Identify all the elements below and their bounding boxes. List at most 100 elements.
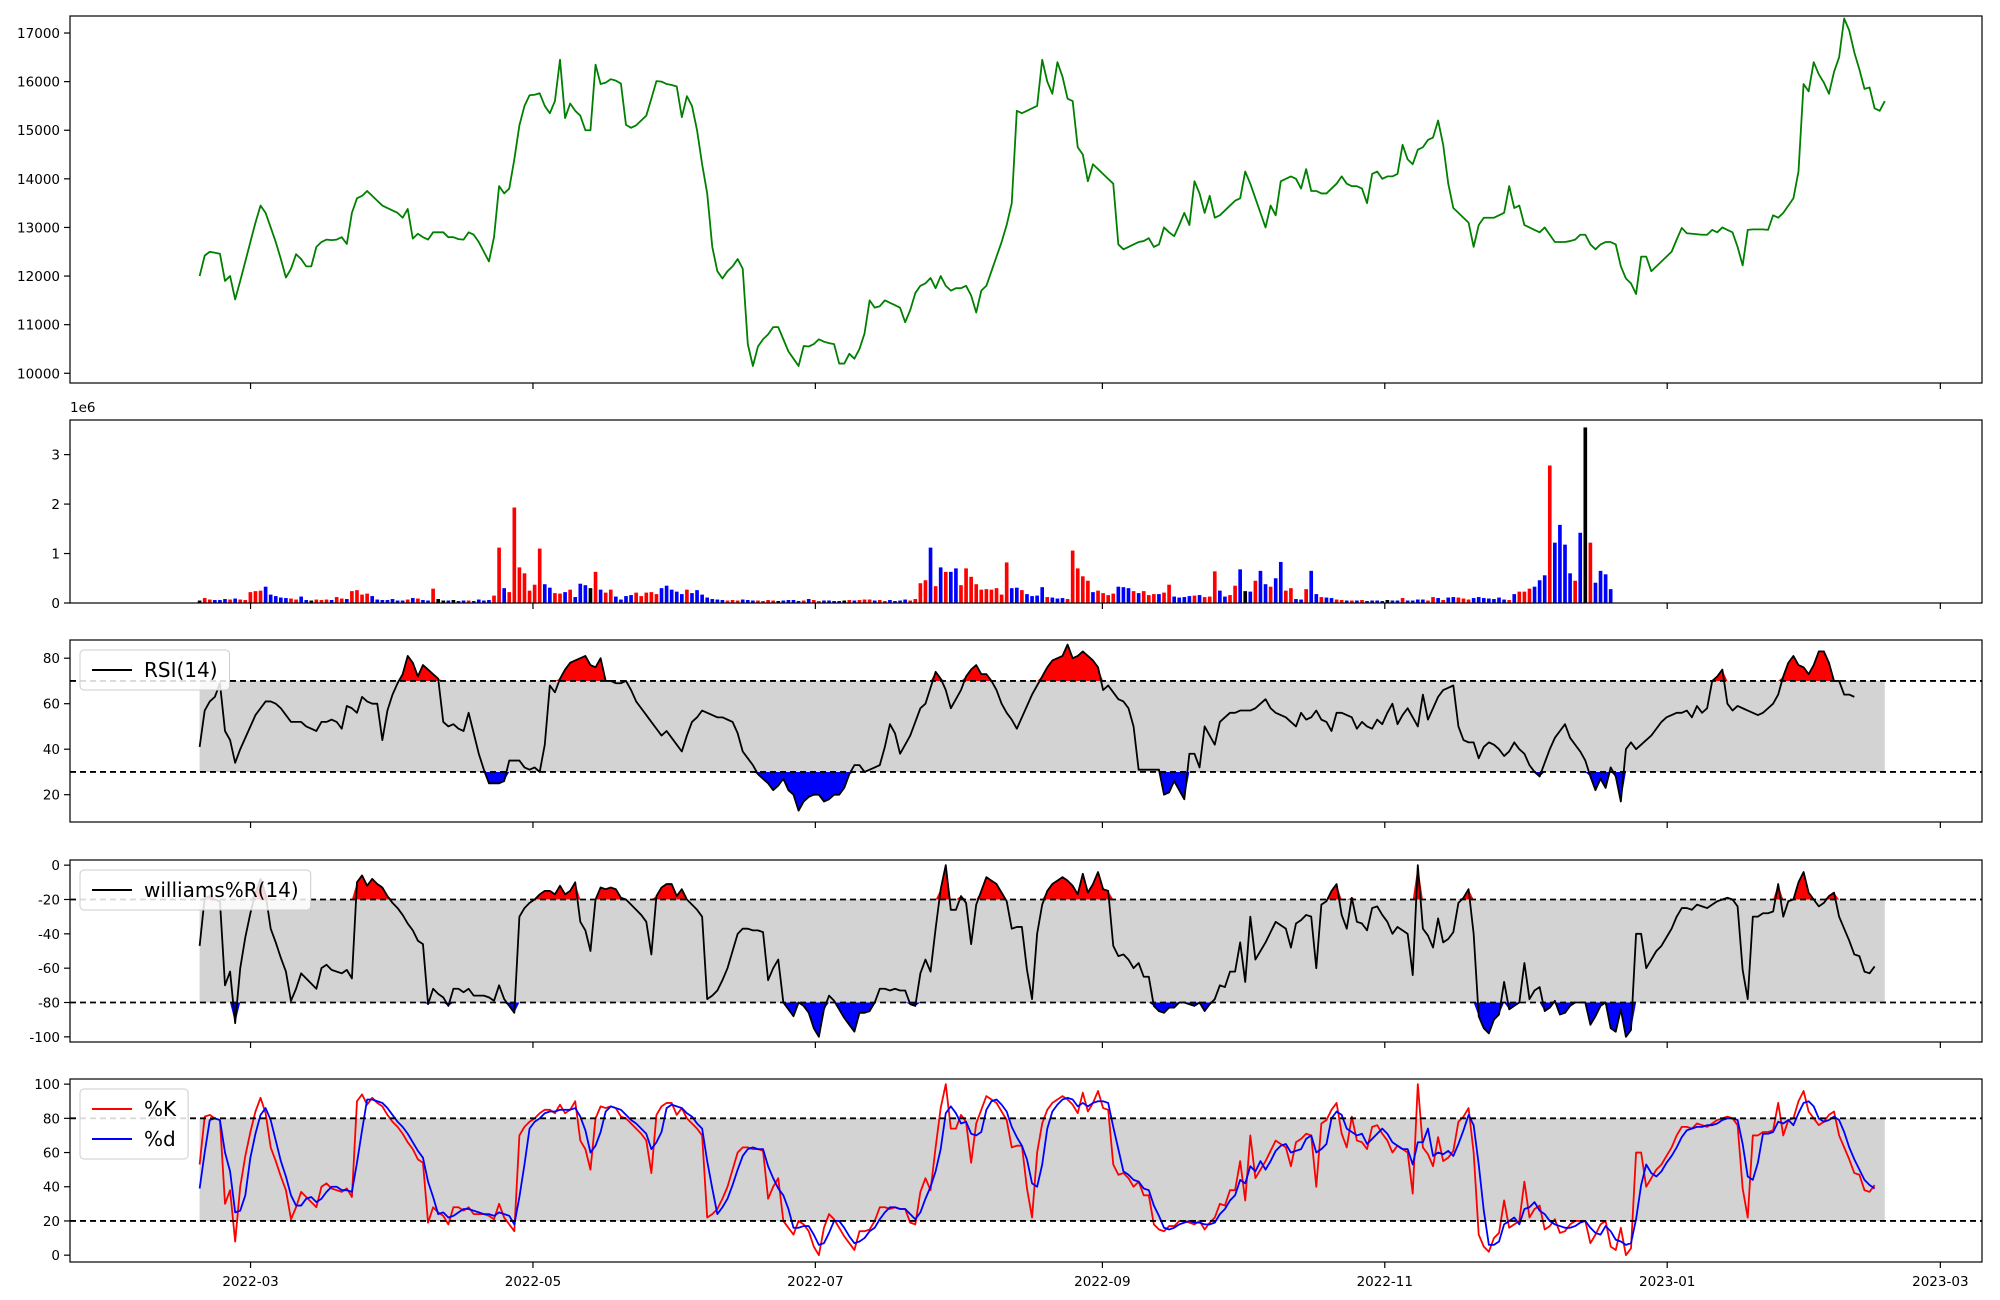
- volume-bar: [1370, 600, 1374, 603]
- y-tick-label: 3: [51, 448, 60, 464]
- volume-bar: [1228, 595, 1232, 603]
- volume-bar: [1096, 590, 1100, 603]
- volume-bar: [974, 584, 979, 603]
- volume-bar: [431, 588, 435, 603]
- volume-bar: [1456, 597, 1461, 603]
- volume-bar: [979, 589, 984, 603]
- williams-axes-frame: [69, 859, 1983, 1043]
- overbought-fill: [199, 865, 1885, 900]
- volume-bar: [877, 600, 882, 603]
- volume-bar: [309, 600, 314, 603]
- volume-bar: [1202, 597, 1207, 603]
- y-tick-label: -100: [29, 1030, 60, 1046]
- y-tick-label: 13000: [17, 220, 60, 236]
- volume-bar: [279, 597, 283, 603]
- volume-bar: [1365, 601, 1369, 603]
- volume-bar: [1278, 561, 1283, 603]
- volume-bar: [1568, 573, 1572, 603]
- volume-bar: [1157, 594, 1161, 603]
- volume-bar: [375, 599, 380, 603]
- x-tick-label: 2022-07: [787, 1274, 843, 1290]
- volume-bar: [233, 598, 237, 603]
- volume-bar: [1476, 597, 1481, 603]
- volume-bar: [913, 599, 918, 603]
- y-tick-label: 12000: [17, 269, 60, 285]
- volume-scale-offset-label: 1e6: [70, 400, 95, 416]
- volume-bar: [1106, 595, 1111, 603]
- volume-bar: [360, 594, 364, 603]
- volume-bar: [994, 588, 999, 603]
- rsi-axes-frame: [69, 639, 1983, 823]
- volume-bar: [827, 600, 831, 603]
- volume-bar: [563, 592, 567, 603]
- x-tick-label: 2022-03: [222, 1274, 278, 1290]
- volume-bar: [258, 590, 263, 603]
- y-tick-label: 100: [34, 1077, 60, 1093]
- volume-bar: [1309, 570, 1314, 603]
- volume-bar: [1223, 596, 1227, 603]
- rsi-line: [198, 643, 1855, 812]
- volume-bar: [1238, 569, 1242, 603]
- volume-bar: [847, 600, 852, 603]
- volume-bar: [410, 598, 415, 603]
- volume-bar: [1289, 588, 1293, 603]
- volume-bar: [416, 598, 420, 603]
- volume-bar: [1339, 600, 1344, 603]
- volume-bar: [888, 600, 892, 603]
- volume-bar: [1598, 570, 1603, 603]
- volume-bar: [715, 599, 720, 603]
- volume-bar: [857, 600, 862, 603]
- volume-bar: [502, 588, 506, 603]
- volume-bar: [1258, 570, 1263, 603]
- volume-bar: [573, 597, 578, 603]
- y-tick-label: 80: [43, 651, 60, 667]
- volume-bar: [238, 599, 243, 603]
- volume-y-axis: 0 1 2 3: [51, 448, 1941, 612]
- volume-bar: [593, 571, 598, 603]
- volume-bar: [1192, 595, 1197, 603]
- volume-bar: [740, 599, 745, 603]
- rsi-legend-box: [79, 649, 231, 691]
- volume-bar: [289, 598, 293, 603]
- volume-bar: [786, 600, 791, 603]
- volume-bar: [1466, 599, 1471, 603]
- volume-bar: [426, 600, 430, 603]
- volume-bar: [1065, 599, 1070, 603]
- y-tick-label: -20: [38, 892, 60, 908]
- volume-bar: [1218, 590, 1222, 603]
- volume-bar: [568, 589, 572, 603]
- volume-bar: [345, 599, 349, 603]
- volume-bar: [197, 600, 202, 603]
- volume-bar: [1517, 591, 1522, 603]
- volume-bar: [1537, 580, 1542, 603]
- k-line: [198, 1083, 1876, 1257]
- volume-axes-frame: [69, 419, 1983, 604]
- d-line: [198, 1096, 1876, 1246]
- volume-bar: [903, 599, 907, 603]
- volume-bar: [705, 597, 710, 603]
- volume-bar: [1030, 596, 1034, 603]
- volume-bar: [725, 600, 730, 603]
- volume-bar: [1603, 574, 1608, 603]
- volume-bar: [1212, 571, 1217, 603]
- volume-bar: [355, 590, 359, 603]
- volume-bar: [1532, 586, 1537, 603]
- volume-bar: [213, 600, 217, 603]
- volume-bar: [598, 589, 603, 603]
- volume-bar: [350, 591, 354, 603]
- volume-bar: [1086, 580, 1090, 603]
- volume-bar: [806, 599, 811, 603]
- volume-bar: [1304, 589, 1308, 603]
- volume-bar: [776, 601, 781, 603]
- volume-bar: [761, 601, 765, 603]
- neutral-band: [199, 899, 1885, 1003]
- y-tick-label: 40: [43, 1180, 60, 1196]
- volume-bar: [548, 587, 552, 603]
- volume-bar: [583, 585, 588, 603]
- volume-bar: [1593, 582, 1598, 603]
- volume-bar: [395, 600, 400, 603]
- volume-bar: [1025, 594, 1029, 603]
- x-tick-label: 2022-05: [505, 1274, 561, 1290]
